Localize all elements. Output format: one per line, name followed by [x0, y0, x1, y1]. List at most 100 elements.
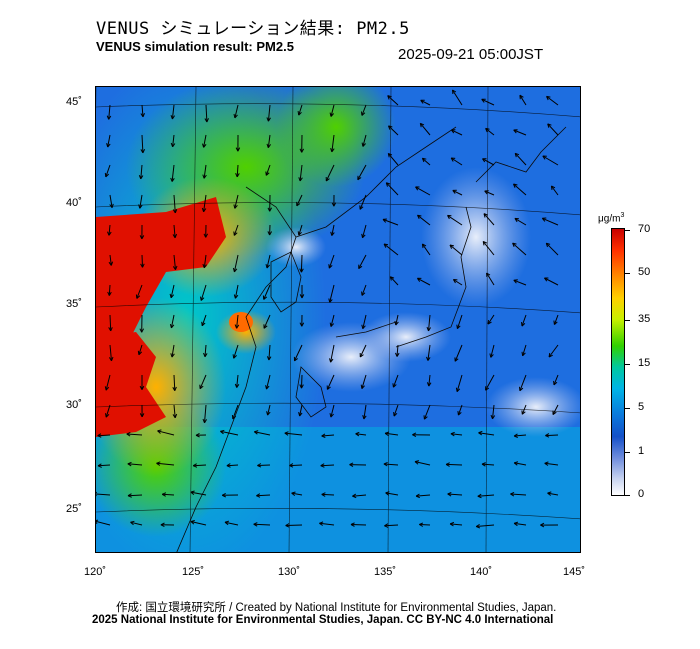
wind-arrowhead [105, 413, 110, 418]
wind-arrowhead [172, 413, 178, 419]
wind-arrowhead [423, 415, 428, 420]
wind-arrowhead [108, 327, 113, 332]
wind-arrowhead [475, 523, 481, 529]
wind-arrowhead [514, 217, 519, 223]
wind-vector [452, 189, 463, 196]
wind-arrowhead [359, 205, 364, 210]
wind-arrowhead [417, 214, 422, 220]
wind-arrowhead [513, 279, 518, 284]
wind-arrowhead [140, 263, 145, 268]
wind-arrowhead [320, 463, 325, 468]
wind-arrowhead [262, 295, 268, 300]
wind-vector [383, 463, 399, 466]
wind-vector [362, 134, 367, 147]
wind-arrowhead [321, 433, 326, 438]
wind-vector [513, 129, 527, 136]
lon-tick-145: 145˚ [563, 566, 586, 578]
wind-arrowhead [285, 523, 290, 528]
wind-vector [141, 104, 144, 117]
wind-arrowhead [421, 243, 427, 249]
wind-arrowhead [266, 411, 271, 416]
wind-arrowhead [96, 491, 97, 497]
wind-arrowhead [553, 320, 558, 325]
wind-arrowhead [419, 122, 425, 128]
wind-arrowhead [107, 291, 112, 296]
wind-vector [478, 432, 495, 436]
wind-vector [514, 522, 527, 526]
wind-vector [266, 374, 271, 390]
wind-vector [190, 491, 207, 496]
wind-arrowhead [450, 157, 456, 162]
wind-arrowhead [265, 171, 270, 176]
wind-arrowhead [169, 293, 175, 299]
wind-arrowhead [490, 414, 496, 420]
wind-vector [359, 194, 367, 210]
wind-arrowhead [195, 432, 200, 438]
wind-vector [385, 492, 399, 496]
wind-vector [428, 314, 431, 331]
wind-arrowhead [387, 152, 393, 158]
wind-vector [320, 464, 335, 467]
wind-arrowhead [426, 382, 432, 387]
wind-vector [294, 344, 303, 362]
wind-vector [232, 404, 239, 420]
wind-vector [456, 314, 463, 329]
wind-arrowhead [447, 492, 452, 497]
wind-arrowhead [389, 276, 395, 281]
wind-arrowhead [291, 491, 296, 496]
wind-arrowhead [358, 264, 363, 270]
wind-vector [482, 158, 495, 166]
wind-arrowhead [190, 490, 195, 495]
wind-vector [414, 461, 431, 466]
wind-vector [447, 493, 463, 496]
wind-arrowhead [321, 492, 326, 497]
colorbar [611, 228, 625, 496]
wind-vector [522, 344, 527, 356]
wind-vector [268, 344, 271, 361]
wind-arrowhead [452, 279, 458, 284]
wind-vector [234, 104, 239, 119]
wind-vector [449, 244, 463, 256]
wind-vector [422, 157, 431, 166]
wind-arrowhead [454, 357, 459, 362]
wind-vector [553, 314, 559, 325]
wind-vector [130, 521, 143, 526]
wind-vector [171, 164, 175, 182]
colorbar-label-35: 35 [638, 313, 651, 325]
wind-arrowhead [449, 521, 455, 527]
wind-vector [109, 344, 112, 361]
credit-line: 作成: 国立環境研究所 / Created by National Instit… [116, 602, 557, 614]
wind-arrowhead [519, 386, 524, 392]
lon-tick-120: 120˚ [84, 566, 107, 578]
wind-vector [454, 344, 463, 362]
wind-vector [542, 155, 559, 166]
wind-vector [203, 254, 207, 268]
wind-arrowhead [412, 432, 417, 438]
wind-vector [267, 404, 271, 416]
wind-vector [105, 374, 111, 391]
wind-arrowhead [383, 461, 388, 467]
wind-vector [487, 314, 495, 325]
wind-arrowhead [319, 521, 324, 526]
wind-arrowhead [203, 352, 208, 358]
wind-vector [205, 104, 208, 123]
wind-arrowhead [452, 189, 457, 194]
wind-arrowhead [457, 411, 462, 416]
wind-arrowhead [513, 521, 519, 527]
wind-arrowhead [296, 201, 301, 207]
wind-vector [107, 134, 111, 148]
wind-arrowhead [139, 235, 145, 240]
wind-vector [173, 254, 176, 270]
wind-arrowhead [232, 267, 238, 273]
wind-arrowhead [199, 384, 204, 390]
wind-vector [492, 404, 495, 419]
wind-vector [396, 344, 399, 357]
wind-arrowhead [352, 493, 357, 499]
wind-vector [385, 432, 399, 436]
wind-arrowhead [139, 413, 145, 418]
wind-vector [285, 524, 303, 526]
wind-arrowhead [289, 463, 294, 468]
wind-arrowhead [138, 204, 143, 209]
lat-tick-45: 45˚ [66, 96, 82, 108]
wind-arrowhead [266, 143, 272, 148]
